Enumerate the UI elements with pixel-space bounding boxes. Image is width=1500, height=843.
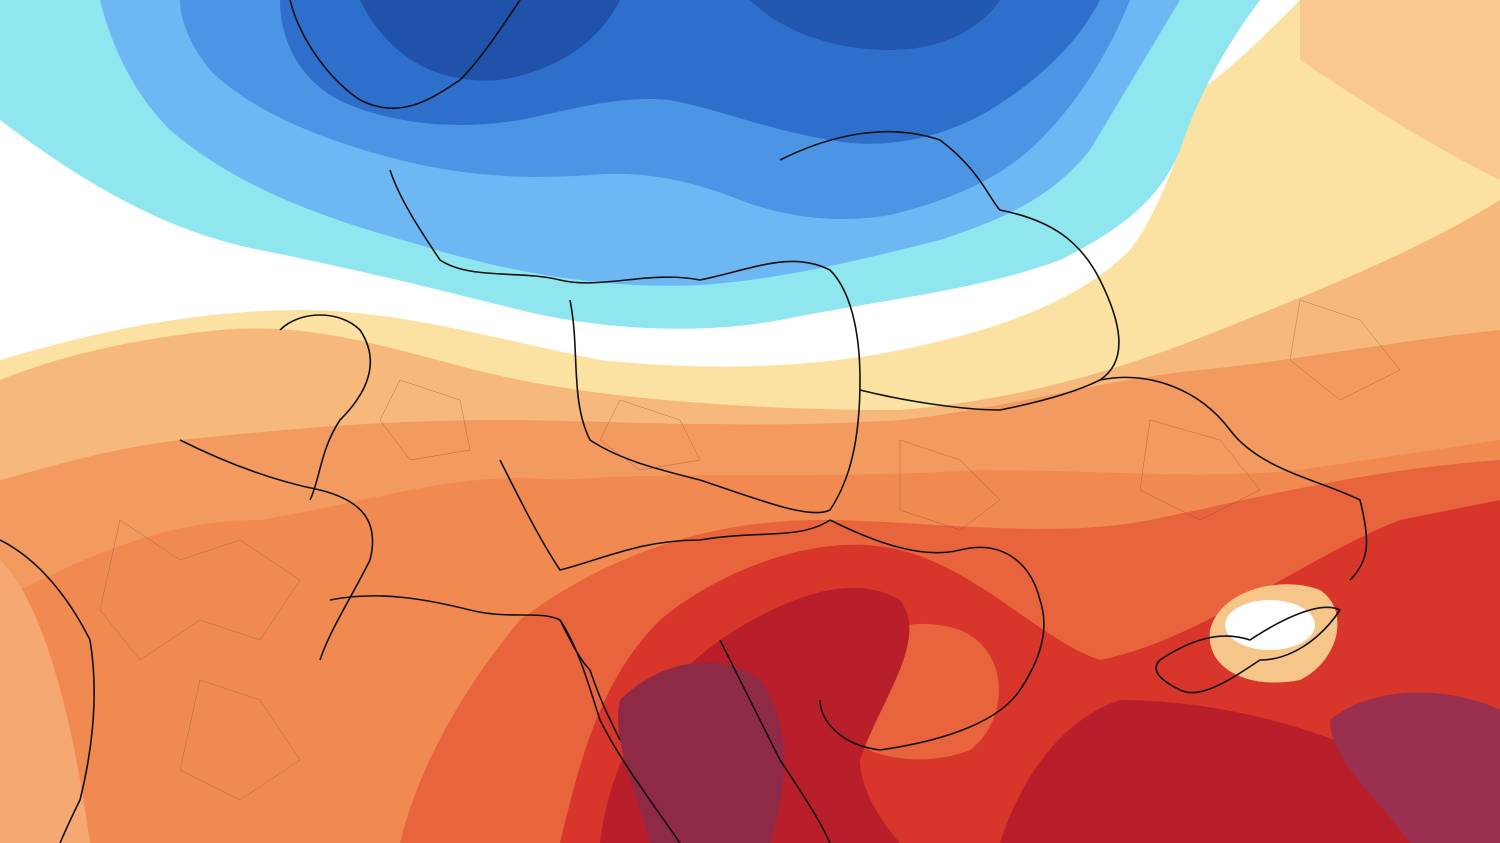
contour-white-spot bbox=[1225, 600, 1315, 650]
contour-darkest-blue bbox=[360, 0, 620, 81]
contour-purple-balkans bbox=[617, 662, 784, 843]
contour-top-right-tan bbox=[1300, 0, 1500, 180]
contour-light-orange-southwest bbox=[0, 560, 90, 843]
regional-borders bbox=[99, 299, 1401, 801]
contour-darkest-blue-east bbox=[750, 0, 1000, 50]
contour-dark-red-east bbox=[1000, 700, 1420, 843]
contour-purple-east bbox=[1330, 692, 1500, 843]
country-borders bbox=[0, 0, 1368, 843]
